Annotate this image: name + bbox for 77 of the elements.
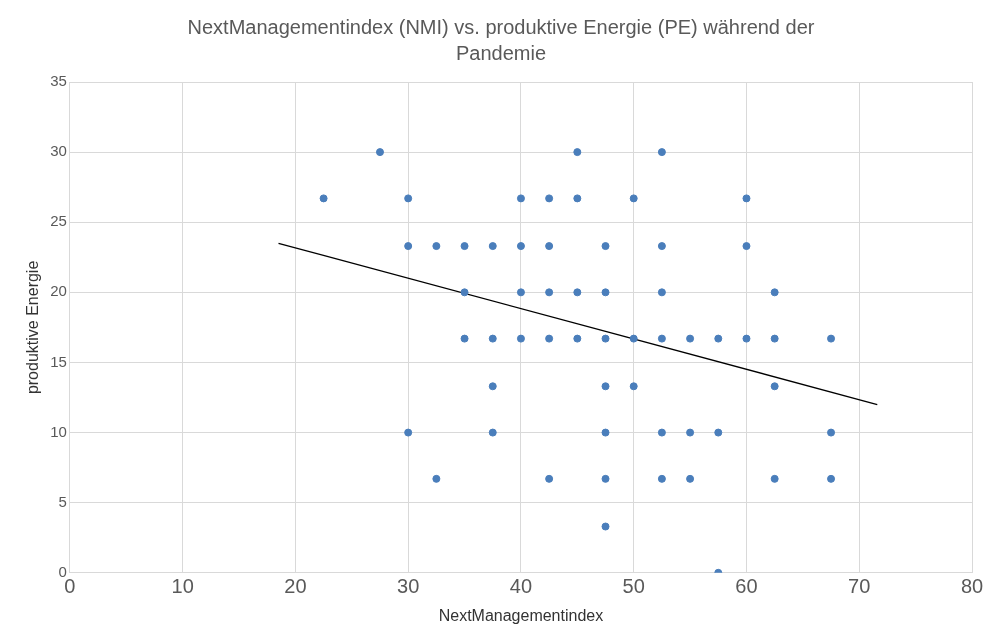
point: [404, 194, 413, 203]
x-tick-label: 10: [171, 575, 194, 598]
point: [516, 288, 525, 297]
point: [516, 242, 525, 251]
point: [516, 194, 525, 203]
point: [657, 148, 666, 157]
point: [573, 288, 582, 297]
x-axis-title: NextManagementindex: [438, 606, 604, 624]
x-tick-label: 60: [735, 575, 758, 598]
point: [657, 474, 666, 483]
point: [545, 194, 554, 203]
point: [601, 382, 610, 391]
point: [319, 194, 328, 203]
point: [573, 334, 582, 343]
point: [601, 242, 610, 251]
point: [601, 334, 610, 343]
point: [629, 334, 638, 343]
point: [657, 428, 666, 437]
point: [629, 194, 638, 203]
y-tick-label: 5: [58, 492, 67, 510]
y-tick-label: 0: [58, 562, 67, 580]
point: [629, 382, 638, 391]
point: [516, 334, 525, 343]
point: [714, 334, 723, 343]
y-tick-label: 15: [50, 352, 67, 370]
point: [488, 428, 497, 437]
point: [714, 428, 723, 437]
point: [601, 522, 610, 531]
point: [770, 288, 779, 297]
point: [545, 334, 554, 343]
y-tick-label: 20: [50, 282, 67, 300]
point: [460, 288, 469, 297]
point: [545, 288, 554, 297]
chart-title: NextManagementindex (NMI) vs. produktive Energie (PE) während der Pandemie: [186, 15, 816, 66]
x-tick-label: 20: [284, 575, 307, 598]
point: [404, 428, 413, 437]
point: [432, 474, 441, 483]
x-tick-label: 30: [397, 575, 420, 598]
x-tick-label: 80: [960, 575, 984, 598]
point: [545, 242, 554, 251]
point: [375, 148, 384, 157]
point: [488, 242, 497, 251]
point: [573, 194, 582, 203]
point: [488, 334, 497, 343]
point: [601, 428, 610, 437]
y-axis-title: produktive Energie: [24, 260, 42, 395]
x-tick-label: 40: [509, 575, 533, 598]
point: [686, 428, 695, 437]
point: [742, 194, 751, 203]
x-tick-label: 70: [848, 575, 871, 598]
point: [742, 334, 751, 343]
point: [488, 382, 497, 391]
y-tick-label: 30: [50, 142, 67, 160]
point: [657, 288, 666, 297]
point: [770, 334, 779, 343]
point: [657, 334, 666, 343]
point: [460, 242, 469, 251]
point: [827, 428, 836, 437]
point: [686, 334, 695, 343]
point: [432, 242, 441, 251]
point: [404, 242, 413, 251]
point: [657, 242, 666, 251]
y-tick-label: 25: [50, 212, 67, 230]
point: [686, 474, 695, 483]
point: [573, 148, 582, 157]
point: [827, 474, 836, 483]
point: [460, 334, 469, 343]
y-tick-label: 10: [50, 422, 67, 440]
point: [742, 242, 751, 251]
point: [827, 334, 836, 343]
point: [601, 288, 610, 297]
y-tick-label: 35: [50, 72, 67, 90]
x-tick-label: 50: [622, 575, 645, 598]
point: [545, 474, 554, 483]
point: [601, 474, 610, 483]
point: [770, 382, 779, 391]
point: [770, 474, 779, 483]
